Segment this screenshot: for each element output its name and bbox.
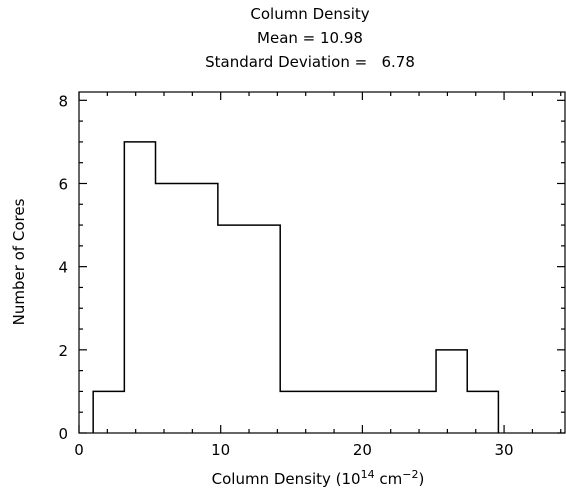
- x-tick-label: 10: [211, 441, 230, 459]
- histogram-bar: [187, 183, 218, 433]
- x-tick-label: 30: [495, 441, 514, 459]
- x-axis-label: Column Density (1014 cm−2): [212, 468, 425, 489]
- histogram-bar: [156, 183, 187, 433]
- y-tick-label: 4: [58, 259, 68, 277]
- histogram-bar: [218, 225, 249, 433]
- chart-title-line-3: Standard Deviation = 6.78: [205, 53, 415, 71]
- histogram-bar: [311, 391, 342, 433]
- y-tick-label: 0: [58, 425, 68, 443]
- histogram-bar: [436, 350, 467, 433]
- x-tick-label: 0: [74, 441, 84, 459]
- histogram-bar: [249, 225, 280, 433]
- histogram-bar: [93, 391, 124, 433]
- y-tick-label: 2: [58, 342, 68, 360]
- axis-tick-labels: 0 10 20 30 0 2 4 6 8: [58, 92, 513, 459]
- histogram-bar: [343, 391, 374, 433]
- histogram-bar: [124, 142, 155, 433]
- histogram-bar: [405, 391, 436, 433]
- plot-frame: [78, 91, 566, 434]
- histogram-bar: [467, 391, 498, 433]
- histogram-bar: [280, 391, 311, 433]
- y-axis-label: Number of Cores: [10, 198, 28, 325]
- histogram-bars: [93, 142, 498, 433]
- histogram-outline: [92, 141, 500, 433]
- x-tick-label: 20: [353, 441, 372, 459]
- chart-title-line-2: Mean = 10.98: [257, 29, 363, 47]
- axis-ticks: [78, 92, 565, 434]
- y-tick-label: 6: [58, 175, 68, 193]
- chart-title-line-1: Column Density: [250, 5, 369, 23]
- histogram-bar: [374, 391, 405, 433]
- y-tick-label: 8: [58, 92, 68, 110]
